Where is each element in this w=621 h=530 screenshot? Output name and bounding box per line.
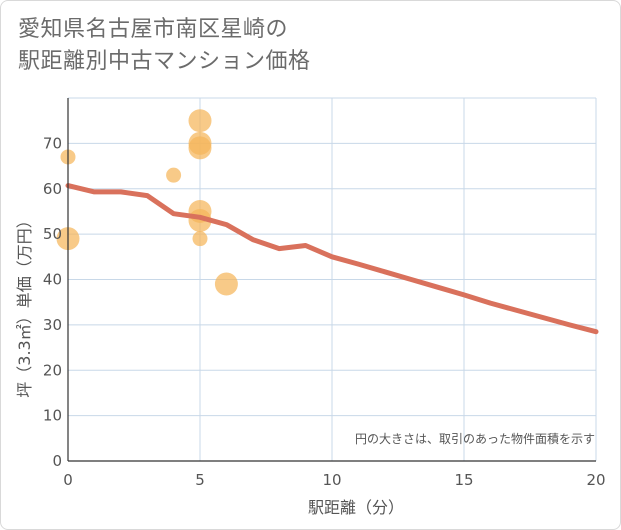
bubble-5 [188, 136, 212, 160]
bubble-size-note: 円の大きさは、取引のあった物件面積を示す [355, 431, 595, 446]
y-tick-60: 60 [43, 180, 62, 198]
y-tick-30: 30 [43, 316, 62, 334]
title-line-2: 駅距離別中古マンション価格 [18, 49, 311, 74]
x-axis-label: 駅距離（分） [308, 498, 404, 517]
chart-title: 愛知県名古屋市南区星崎の 駅距離別中古マンション価格 [18, 14, 311, 78]
y-tick-0: 0 [52, 452, 62, 470]
bubbles [56, 109, 238, 296]
y-tick-10: 10 [43, 407, 62, 425]
bubble-8 [192, 231, 208, 247]
x-tick-15: 15 [454, 471, 473, 489]
bubble-9 [214, 272, 238, 296]
x-tick-0: 0 [63, 471, 73, 489]
x-tick-5: 5 [195, 471, 205, 489]
y-tick-50: 50 [43, 225, 62, 243]
y-axis-label: 坪（3.3㎡）単価（万円） [15, 212, 34, 397]
y-tick-20: 20 [43, 361, 62, 379]
x-tick-10: 10 [322, 471, 341, 489]
bubble-3 [188, 109, 212, 133]
y-tick-70: 70 [43, 134, 62, 152]
tick-labels: 0 5 10 15 20 0 10 20 30 40 50 60 70 [43, 134, 606, 489]
x-tick-20: 20 [586, 471, 605, 489]
bubble-2 [166, 167, 182, 183]
y-tick-40: 40 [43, 271, 62, 289]
trend-line [65, 183, 599, 335]
grid-lines [68, 97, 597, 461]
title-line-1: 愛知県名古屋市南区星崎の [18, 17, 289, 42]
